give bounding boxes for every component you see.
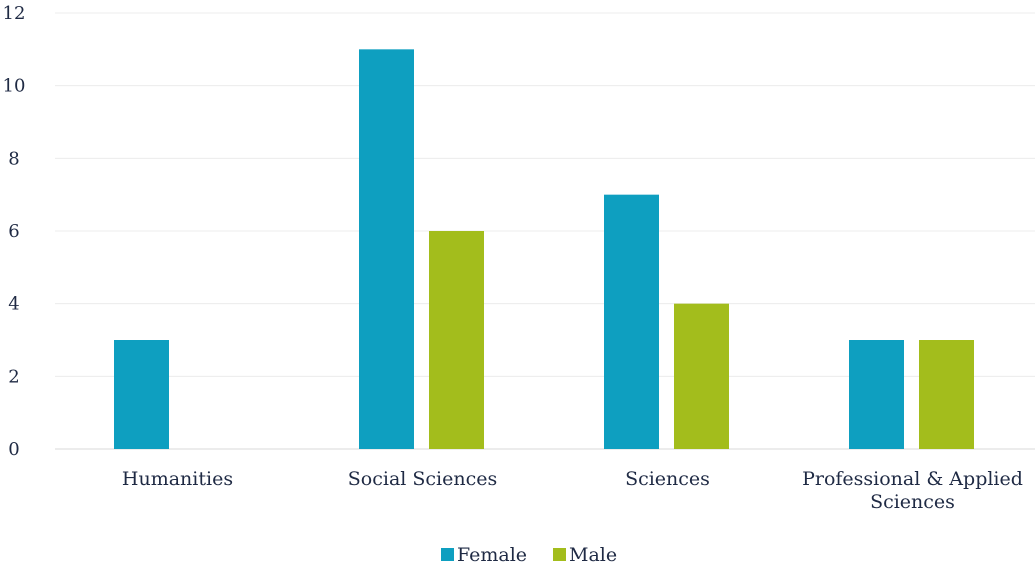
y-tick-label: 2 xyxy=(8,366,19,387)
x-category-label-line: Sciences xyxy=(625,468,710,490)
x-axis-category-labels: Humanities Social Sciences Sciences Profess… xyxy=(122,468,1023,513)
y-tick-label: 0 xyxy=(8,439,19,460)
y-axis-tick-labels: 0 2 4 6 8 10 12 xyxy=(3,3,26,460)
legend-label-female: Female xyxy=(457,544,527,566)
bar-female-0 xyxy=(114,340,169,449)
legend-swatch-female xyxy=(441,548,454,561)
legend-label-male: Male xyxy=(569,544,617,566)
x-category-label: Sciences xyxy=(625,468,710,490)
bar-male-2 xyxy=(674,303,729,449)
x-category-label-line: Social Sciences xyxy=(348,468,497,490)
bar-male-3 xyxy=(919,340,974,449)
y-tick-label: 6 xyxy=(8,221,19,242)
legend: Female Male xyxy=(441,544,617,566)
x-category-label: Professional & Applied Sciences xyxy=(802,468,1023,513)
bar-female-2 xyxy=(604,194,659,449)
legend-swatch-male xyxy=(553,548,566,561)
gridlines xyxy=(55,12,1035,450)
y-tick-label: 8 xyxy=(8,148,19,169)
y-tick-label: 10 xyxy=(3,76,26,97)
bars xyxy=(114,49,974,449)
x-category-label: Social Sciences xyxy=(348,468,497,490)
y-tick-label: 4 xyxy=(8,294,19,315)
x-category-label-line: Humanities xyxy=(122,468,233,490)
x-category-label-line: Professional & Applied xyxy=(802,468,1023,490)
bar-female-1 xyxy=(359,49,414,449)
x-category-label-line: Sciences xyxy=(870,491,955,513)
bar-female-3 xyxy=(849,340,904,449)
bar-male-1 xyxy=(429,231,484,449)
y-tick-label: 12 xyxy=(3,3,26,24)
x-category-label: Humanities xyxy=(122,468,233,490)
